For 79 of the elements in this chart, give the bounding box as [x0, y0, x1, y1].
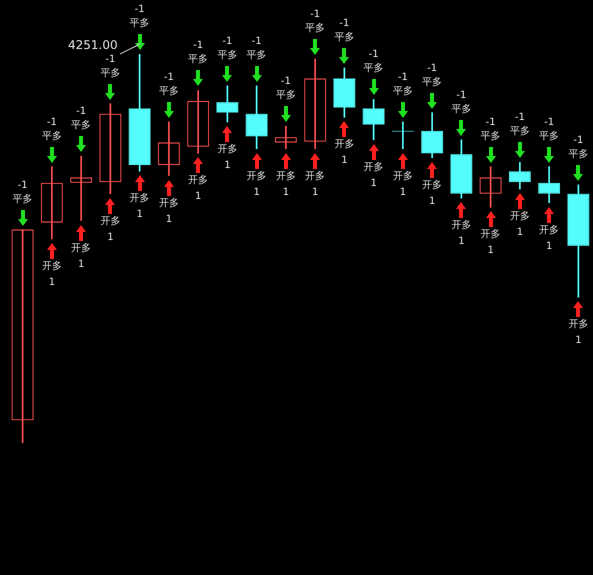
annotation: 平多 — [42, 130, 62, 143]
annotation: 平多 — [510, 126, 530, 138]
annotation: 开多 — [568, 319, 588, 332]
annotation: 1 — [78, 258, 84, 271]
annotation: 开多 — [100, 216, 120, 228]
annotation: 1 — [516, 227, 524, 240]
annotation: -1 — [18, 180, 28, 192]
annotation: 开多 — [334, 139, 354, 152]
text: 平多 — [305, 23, 326, 36]
annotation: -1 — [456, 90, 466, 102]
annotation: 平多 — [100, 68, 120, 80]
annotation: 开多 — [42, 260, 62, 273]
annotation: 1 — [312, 186, 318, 199]
annotation: 开多 — [130, 193, 150, 206]
text: -1 — [310, 9, 320, 22]
text: -1 — [252, 36, 262, 48]
annotation: 平多 — [246, 50, 267, 62]
annotation: 平多 — [392, 86, 413, 98]
annotation: -1 — [164, 72, 174, 84]
annotation: 平多 — [158, 86, 179, 98]
annotation: 1 — [282, 186, 290, 199]
annotation: 平多 — [480, 130, 501, 143]
text: -1 — [193, 40, 204, 52]
annotation: 平多 — [188, 54, 208, 66]
annotation: 平多 — [568, 148, 588, 161]
annotation: -1 — [427, 62, 438, 75]
annotation: 1 — [48, 276, 56, 289]
annotation: 平多 — [422, 76, 442, 89]
annotation: 开多 — [510, 211, 530, 224]
annotation: 1 — [400, 186, 406, 199]
text: -1 — [134, 4, 145, 16]
annotation: 开多 — [422, 180, 442, 192]
annotation: -1 — [76, 106, 86, 118]
annotation: 1 — [487, 245, 494, 258]
annotation: -1 — [486, 116, 496, 129]
annotation: 开多 — [276, 170, 296, 183]
text: 4251.00 — [68, 38, 118, 52]
annotation: 1 — [166, 214, 172, 226]
annotation: 开多 — [217, 144, 238, 156]
annotation: 平多 — [217, 50, 238, 62]
text: 平多 — [334, 32, 354, 44]
annotation: 开多 — [539, 224, 560, 237]
annotation: 开多 — [364, 162, 384, 174]
annotation: 1 — [341, 155, 348, 168]
annotation: -1 — [368, 49, 379, 62]
annotation: -1 — [544, 116, 554, 129]
text: -1 — [339, 18, 350, 30]
annotation: 1 — [253, 186, 260, 199]
text: -1 — [222, 36, 232, 48]
annotation: 平多 — [71, 120, 92, 132]
annotation: 平多 — [451, 104, 472, 116]
annotation: 1 — [107, 232, 114, 244]
annotation: 平多 — [364, 63, 384, 76]
annotation: 1 — [546, 240, 552, 253]
annotation: -1 — [573, 134, 584, 147]
annotation: 开多 — [305, 170, 326, 183]
annotation: -1 — [46, 116, 57, 129]
annotation: 1 — [370, 178, 377, 190]
annotation: -1 — [514, 112, 525, 124]
text: 平多 — [130, 18, 150, 30]
annotation: -1 — [105, 54, 116, 66]
annotation: -1 — [398, 72, 408, 84]
annotation: 开多 — [480, 229, 501, 242]
annotation: 1 — [428, 196, 436, 208]
annotation: -1 — [280, 76, 291, 88]
annotation: 1 — [194, 191, 202, 204]
annotation: 开多 — [71, 242, 92, 255]
annotation: 平多 — [276, 90, 296, 102]
annotation: 开多 — [451, 220, 472, 232]
annotation: 平多 — [539, 130, 560, 143]
annotation: 1 — [224, 160, 231, 172]
annotation: 1 — [136, 209, 143, 222]
annotation: 1 — [458, 236, 465, 248]
annotation: 开多 — [392, 170, 413, 183]
annotation: 1 — [575, 335, 582, 348]
annotation: 开多 — [188, 175, 208, 188]
annotation: 平多 — [12, 194, 33, 206]
annotation: 开多 — [158, 198, 179, 210]
annotation: 开多 — [246, 170, 267, 183]
